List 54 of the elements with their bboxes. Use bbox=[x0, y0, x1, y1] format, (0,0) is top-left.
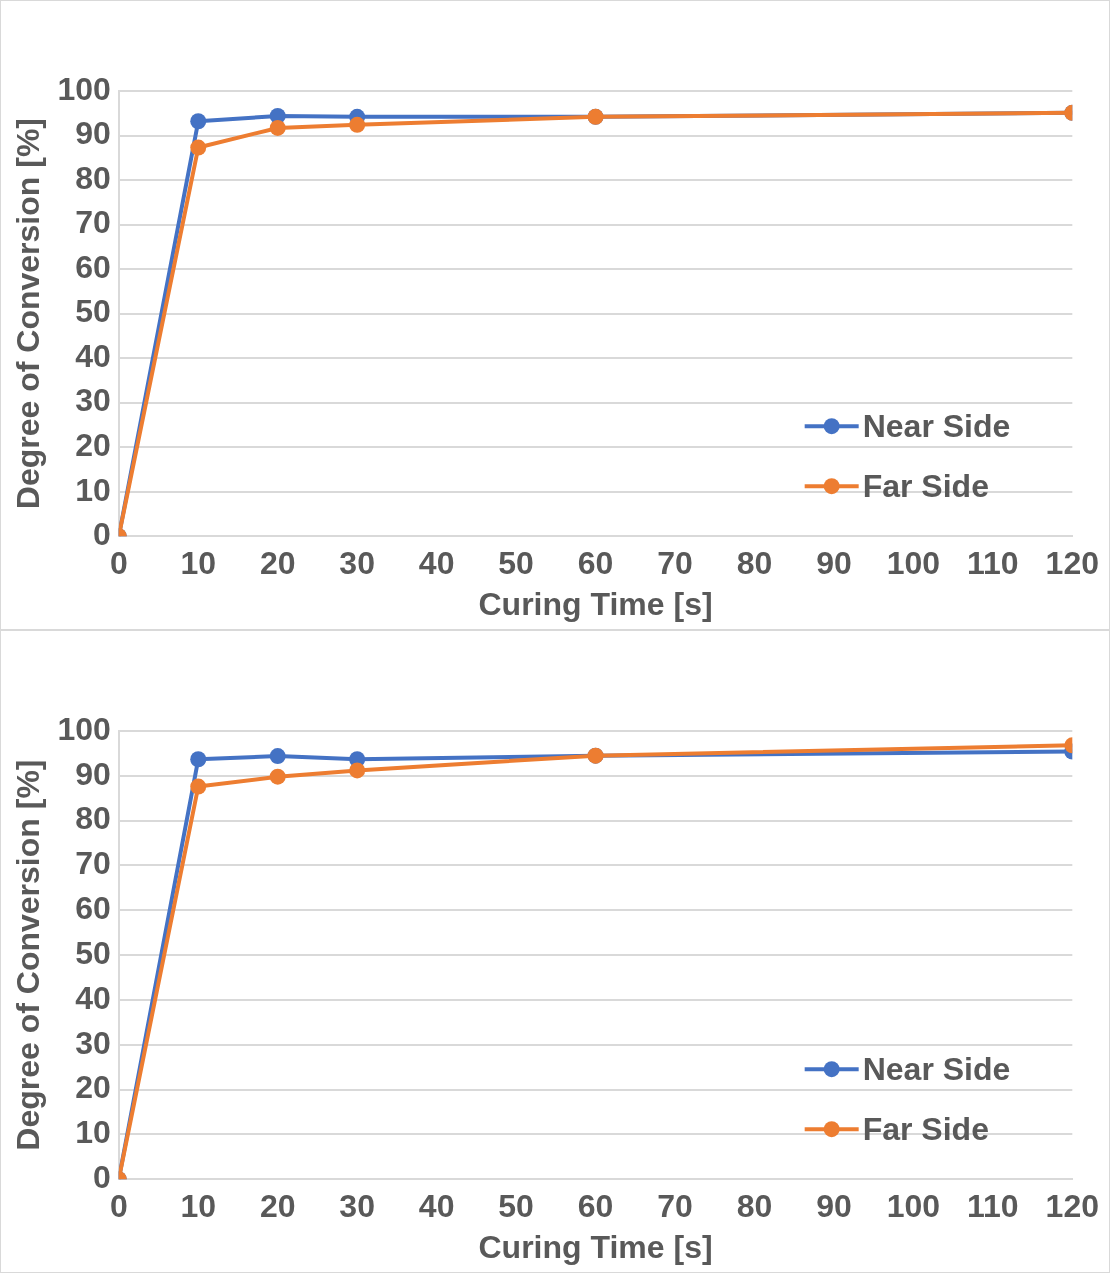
x-tick-label: 40 bbox=[418, 1188, 455, 1225]
legend-label: Far Side bbox=[862, 1111, 989, 1148]
x-tick-label: 40 bbox=[418, 545, 455, 582]
x-tick-label: 80 bbox=[736, 1188, 773, 1225]
x-tick-label: 60 bbox=[577, 1188, 614, 1225]
x-tick-label: 20 bbox=[259, 545, 296, 582]
x-tick-label: 60 bbox=[577, 545, 614, 582]
y-tick-label: 70 bbox=[75, 845, 111, 882]
x-tick-label: 30 bbox=[339, 545, 375, 582]
y-axis-title: Degree of Conversion [%] bbox=[10, 759, 47, 1151]
x-tick-label: 10 bbox=[180, 1188, 217, 1225]
y-tick-label: 60 bbox=[75, 890, 111, 927]
y-tick-label: 80 bbox=[75, 159, 111, 196]
legend-label: Near Side bbox=[862, 408, 1011, 445]
x-tick-label: 20 bbox=[259, 1188, 296, 1225]
y-tick-label: 60 bbox=[75, 248, 111, 285]
x-tick-label: 110 bbox=[967, 545, 1019, 582]
x-tick-label: 110 bbox=[967, 1188, 1019, 1225]
x-tick-label: 70 bbox=[657, 545, 693, 582]
y-tick-label: 20 bbox=[75, 1069, 111, 1106]
x-axis-title: Curing Time [s] bbox=[478, 1228, 713, 1265]
x-tick-label: 120 bbox=[1045, 1188, 1099, 1225]
y-tick-label: 90 bbox=[75, 115, 111, 152]
x-tick-label: 100 bbox=[886, 545, 941, 582]
y-tick-label: 30 bbox=[75, 382, 111, 419]
y-tick-label: 0 bbox=[92, 516, 111, 553]
y-axis-title: Degree of Conversion [%] bbox=[10, 118, 47, 510]
y-tick-label: 20 bbox=[75, 426, 111, 463]
y-tick-label: 90 bbox=[75, 755, 111, 792]
y-tick-label: 50 bbox=[75, 293, 111, 330]
legend-label: Near Side bbox=[862, 1051, 1011, 1088]
y-tick-label: 30 bbox=[75, 1024, 111, 1061]
x-tick-label: 90 bbox=[816, 1188, 852, 1225]
y-tick-label: 10 bbox=[75, 471, 111, 508]
y-tick-label: 80 bbox=[75, 800, 111, 837]
x-tick-label: 70 bbox=[657, 1188, 693, 1225]
y-tick-label: 40 bbox=[75, 337, 111, 374]
y-tick-label: 40 bbox=[75, 979, 111, 1016]
y-tick-label: 70 bbox=[75, 204, 111, 241]
x-tick-label: 30 bbox=[339, 1188, 375, 1225]
x-tick-label: 120 bbox=[1045, 545, 1099, 582]
x-tick-label: 80 bbox=[736, 545, 773, 582]
legend-label: Far Side bbox=[862, 468, 989, 505]
x-tick-label: 90 bbox=[816, 545, 852, 582]
y-tick-label: 100 bbox=[57, 70, 111, 107]
x-tick-label: 100 bbox=[886, 1188, 941, 1225]
y-tick-label: 100 bbox=[57, 710, 111, 747]
x-tick-label: 50 bbox=[498, 545, 534, 582]
x-tick-label: 10 bbox=[180, 545, 217, 582]
x-tick-label: 50 bbox=[498, 1188, 534, 1225]
y-tick-label: 0 bbox=[92, 1159, 111, 1196]
y-tick-label: 10 bbox=[75, 1114, 111, 1151]
y-tick-label: 50 bbox=[75, 934, 111, 971]
x-axis-title: Curing Time [s] bbox=[478, 585, 713, 622]
